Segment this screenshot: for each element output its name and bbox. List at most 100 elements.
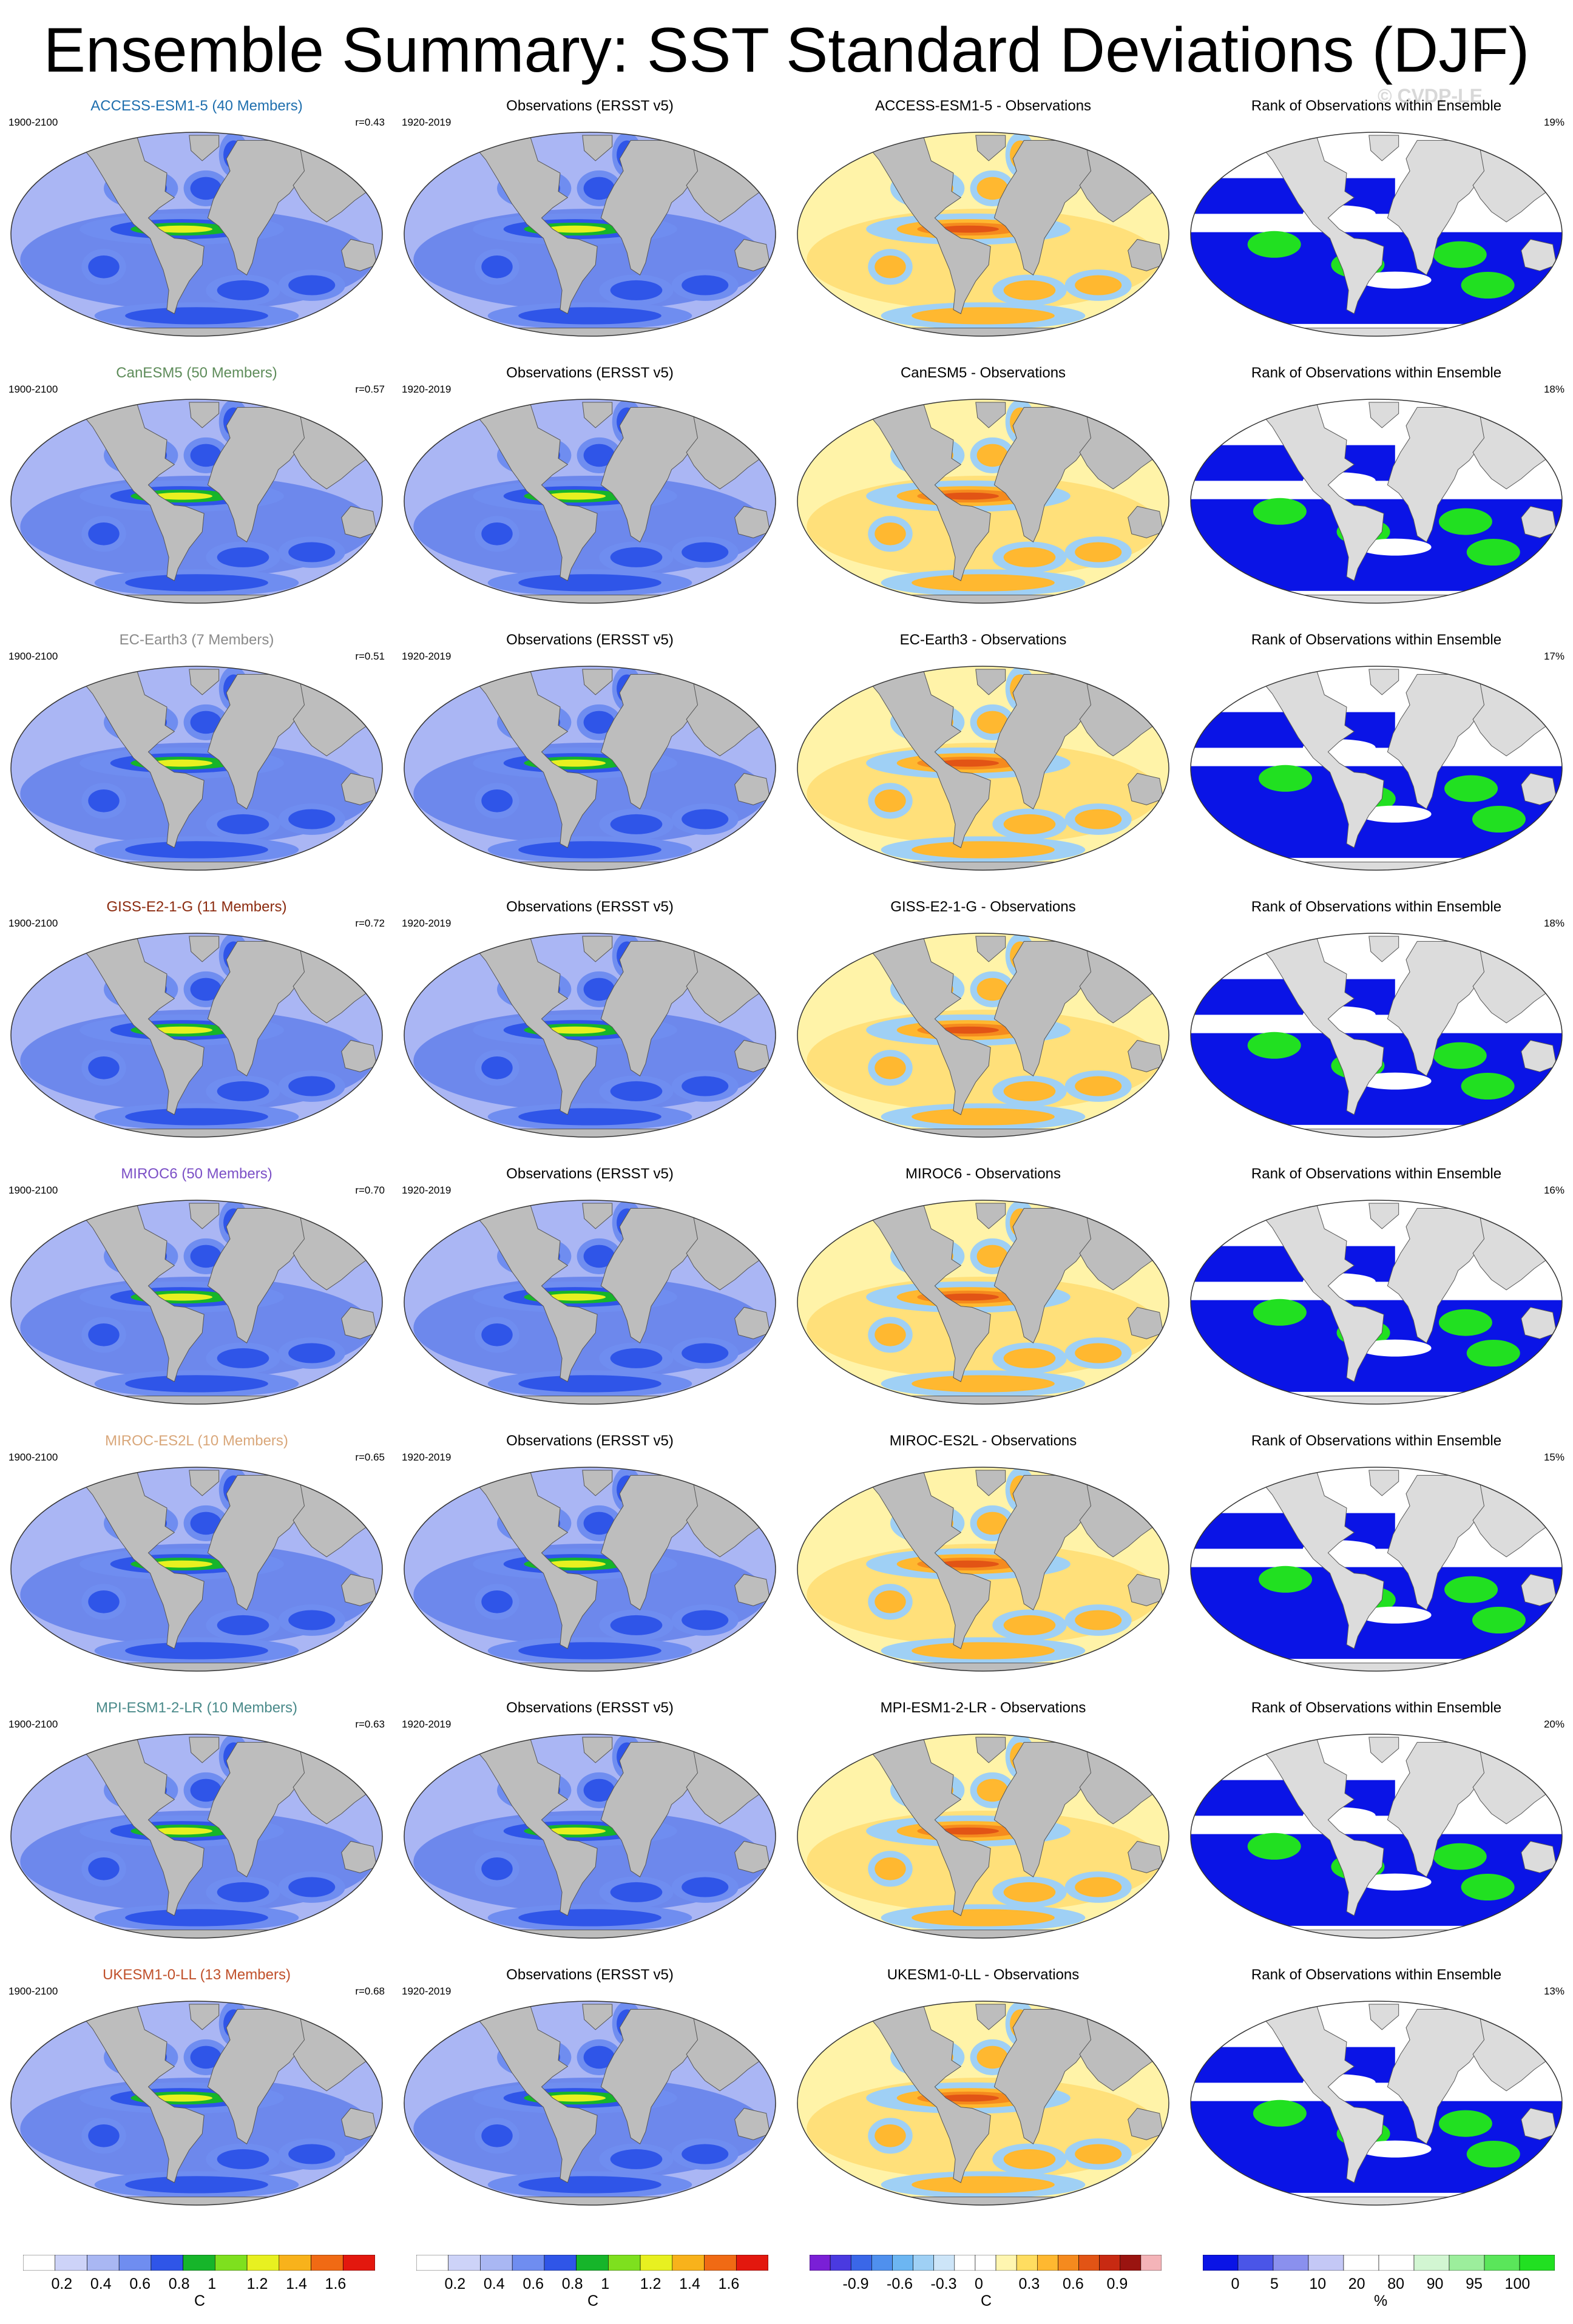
panel-model: UKESM1-0-LL (13 Members) 1900-2100 r=0.68 — [0, 1949, 393, 2216]
period-label: 1920-2019 — [402, 117, 452, 128]
rank-panel-title: Rank of Observations within Ensemble — [1251, 632, 1502, 648]
diff-panel-title: EC-Earth3 - Observations — [899, 632, 1067, 648]
map-diff — [797, 2001, 1169, 2206]
panel-model: MIROC6 (50 Members) 1900-2100 r=0.70 — [0, 1148, 393, 1415]
panel-diff: MIROC6 - Observations — [786, 1148, 1180, 1415]
map-model — [10, 666, 383, 871]
panel-diff: MPI-ESM1-2-LR - Observations — [786, 1682, 1180, 1949]
colorbar-tick-label: -0.6 — [887, 2275, 913, 2292]
panel-obs: Observations (ERSST v5) 1920-2019 — [393, 80, 786, 347]
rank-panel-title: Rank of Observations within Ensemble — [1251, 1433, 1502, 1449]
colorbar-swatch — [913, 2254, 935, 2271]
map-model — [10, 1467, 383, 1672]
map-rank — [1190, 2001, 1563, 2206]
period-label: 1920-2019 — [402, 383, 452, 395]
colorbar-tick-label: 0 — [1231, 2275, 1240, 2292]
colorbar-swatch — [512, 2254, 545, 2271]
model-panel-title: MPI-ESM1-2-LR (10 Members) — [95, 1700, 298, 1716]
colorbar-swatch — [311, 2254, 343, 2271]
colorbar-swatch — [871, 2254, 893, 2271]
panel-diff: UKESM1-0-LL - Observations — [786, 1949, 1180, 2216]
map-obs — [404, 399, 776, 604]
colorbar-swatch — [1237, 2254, 1274, 2271]
colorbar-swatch — [279, 2254, 311, 2271]
colorbar-swatch — [809, 2254, 831, 2271]
period-label: 1900-2100 — [8, 117, 58, 128]
colorbar-swatch — [55, 2254, 87, 2271]
pattern-correlation: r=0.68 — [355, 1985, 385, 1997]
obs-panel-title: Observations (ERSST v5) — [506, 365, 674, 381]
colorbar-swatches — [1202, 2254, 1555, 2271]
colorbar-tick-label: 0.9 — [1106, 2275, 1128, 2292]
colorbar-swatch — [87, 2254, 120, 2271]
colorbar-swatch — [975, 2254, 996, 2271]
panel-model: MIROC-ES2L (10 Members) 1900-2100 r=0.65 — [0, 1415, 393, 1682]
panel-model: EC-Earth3 (7 Members) 1900-2100 r=0.51 — [0, 614, 393, 881]
rank-panel-title: Rank of Observations within Ensemble — [1251, 1967, 1502, 1983]
colorbar-tick-label: 1 — [601, 2275, 610, 2292]
panel-obs: Observations (ERSST v5) 1920-2019 — [393, 1415, 786, 1682]
pattern-correlation: r=0.65 — [355, 1451, 385, 1463]
map-model — [10, 399, 383, 604]
rank-percent: 19% — [1543, 117, 1565, 128]
colorbar-tick-label: -0.3 — [930, 2275, 957, 2292]
model-panel-title: MIROC-ES2L (10 Members) — [105, 1433, 288, 1449]
period-label: 1900-2100 — [8, 1184, 58, 1196]
colorbar-tick-label: 5 — [1270, 2275, 1279, 2292]
colorbar-swatch — [22, 2254, 56, 2271]
obs-panel-title: Observations (ERSST v5) — [506, 1967, 674, 1983]
model-panel-title: MIROC6 (50 Members) — [121, 1166, 272, 1182]
panel-rank: Rank of Observations within Ensemble 13% — [1180, 1949, 1573, 2216]
colorbar-swatch — [1078, 2254, 1100, 2271]
pattern-correlation: r=0.57 — [355, 383, 385, 395]
map-diff — [797, 933, 1169, 1138]
colorbar-swatch — [1016, 2254, 1038, 2271]
diff-panel-title: MIROC6 - Observations — [905, 1166, 1061, 1182]
map-model — [10, 933, 383, 1138]
map-obs — [404, 1734, 776, 1939]
colorbar-swatch — [544, 2254, 577, 2271]
map-diff — [797, 399, 1169, 604]
colorbar-swatches — [416, 2254, 769, 2271]
panel-diff: GISS-E2-1-G - Observations — [786, 881, 1180, 1148]
rank-percent: 13% — [1543, 1985, 1565, 1997]
colorbar-tick-label: 0.2 — [444, 2275, 466, 2292]
colorbar-swatch — [995, 2254, 1017, 2271]
colorbar-swatch — [1202, 2254, 1239, 2271]
colorbar-unit: C — [587, 2292, 599, 2309]
colorbar-swatch — [1120, 2254, 1142, 2271]
period-label: 1920-2019 — [402, 650, 452, 662]
panel-rank: Rank of Observations within Ensemble 17% — [1180, 614, 1573, 881]
colorbar-swatches — [809, 2254, 1162, 2271]
period-label: 1920-2019 — [402, 917, 452, 929]
colorbar-swatch — [1058, 2254, 1079, 2271]
colorbar-swatch — [480, 2254, 513, 2271]
colorbar-tick-label: 0.2 — [51, 2275, 73, 2292]
map-rank — [1190, 1200, 1563, 1405]
panel-rank: Rank of Observations within Ensemble 18% — [1180, 881, 1573, 1148]
colorbar-tick-label: -0.9 — [842, 2275, 869, 2292]
colorbar-tick-label: 1.6 — [718, 2275, 740, 2292]
rank-panel-title: Rank of Observations within Ensemble — [1251, 1166, 1502, 1182]
colorbar-tick-label: 0.8 — [168, 2275, 190, 2292]
colorbar-swatch — [1449, 2254, 1485, 2271]
diff-panel-title: MPI-ESM1-2-LR - Observations — [880, 1700, 1086, 1716]
colorbar-swatch — [151, 2254, 183, 2271]
diff-panel-title: MIROC-ES2L - Observations — [889, 1433, 1077, 1449]
colorbar-swatch — [448, 2254, 481, 2271]
page-title: Ensemble Summary: SST Standard Deviation… — [43, 15, 1530, 86]
rank-percent: 18% — [1543, 383, 1565, 395]
colorbar-swatch — [736, 2254, 769, 2271]
obs-panel-title: Observations (ERSST v5) — [506, 899, 674, 915]
model-panel-title: CanESM5 (50 Members) — [116, 365, 277, 381]
map-rank — [1190, 1734, 1563, 1939]
pattern-correlation: r=0.51 — [355, 650, 385, 662]
period-label: 1920-2019 — [402, 1451, 452, 1463]
map-obs — [404, 132, 776, 337]
period-label: 1900-2100 — [8, 1718, 58, 1730]
rank-panel-title: Rank of Observations within Ensemble — [1251, 365, 1502, 381]
colorbar-swatch — [933, 2254, 955, 2271]
diff-panel-title: ACCESS-ESM1-5 - Observations — [874, 98, 1092, 114]
panel-model: ACCESS-ESM1-5 (40 Members) 1900-2100 r=0.4… — [0, 80, 393, 347]
colorbar-swatch — [1519, 2254, 1555, 2271]
